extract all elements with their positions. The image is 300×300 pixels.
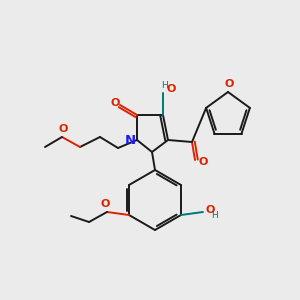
Text: O: O — [100, 199, 110, 209]
Text: O: O — [58, 124, 68, 134]
Text: O: O — [206, 205, 215, 215]
Text: N: N — [124, 134, 136, 146]
Text: O: O — [110, 98, 120, 108]
Text: H: H — [160, 80, 167, 89]
Text: O: O — [198, 157, 208, 167]
Text: O: O — [224, 79, 234, 89]
Text: H: H — [212, 212, 218, 220]
Text: O: O — [166, 84, 176, 94]
